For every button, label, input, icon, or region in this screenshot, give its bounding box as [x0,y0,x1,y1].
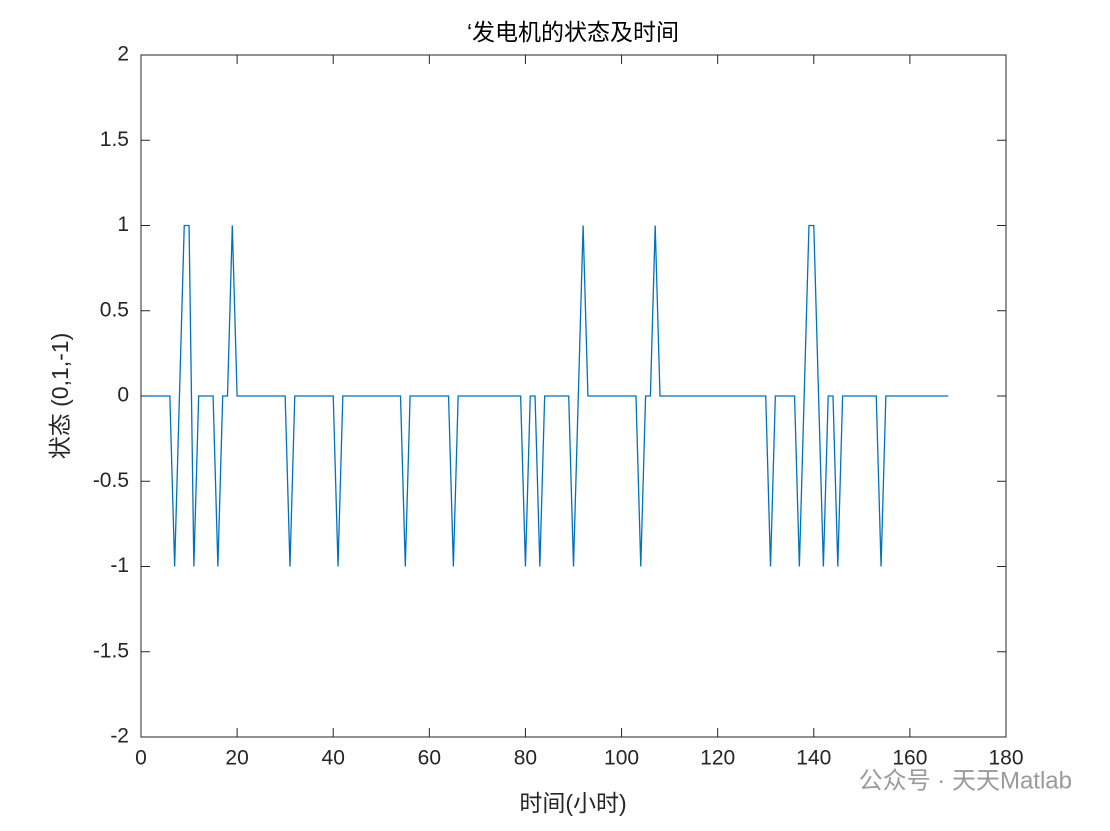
x-tick-label: 180 [988,747,1023,770]
x-tick-label: 80 [514,747,537,770]
y-axis-label: 状态 (0,1,-1) [47,333,73,460]
y-tick-label: -1 [110,554,129,577]
y-tick-label: -1.5 [93,639,129,662]
x-axis-label: 时间(小时) [519,790,626,816]
y-tick-label: -2 [110,725,129,748]
x-tick-label: 120 [700,747,735,770]
y-tick-label: 2 [117,43,129,66]
x-tick-label: 0 [135,747,147,770]
x-tick-label: 160 [892,747,927,770]
x-tick-label: 40 [322,747,345,770]
x-tick-label: 20 [225,747,248,770]
x-tick-label: 140 [796,747,831,770]
data-line [145,224,949,567]
y-tick-label: 1.5 [100,128,129,151]
watermark: 公众号 · 天天Matlab [859,767,1072,794]
chart-title: ‘发电机的状态及时间 [467,19,679,45]
y-tick-label: 1 [117,213,129,236]
x-tick-label: 60 [418,747,441,770]
y-tick-label: 0 [117,384,129,407]
y-tick-label: 0.5 [100,298,129,321]
x-tick-label: 100 [604,747,639,770]
y-tick-label: -0.5 [93,469,129,492]
